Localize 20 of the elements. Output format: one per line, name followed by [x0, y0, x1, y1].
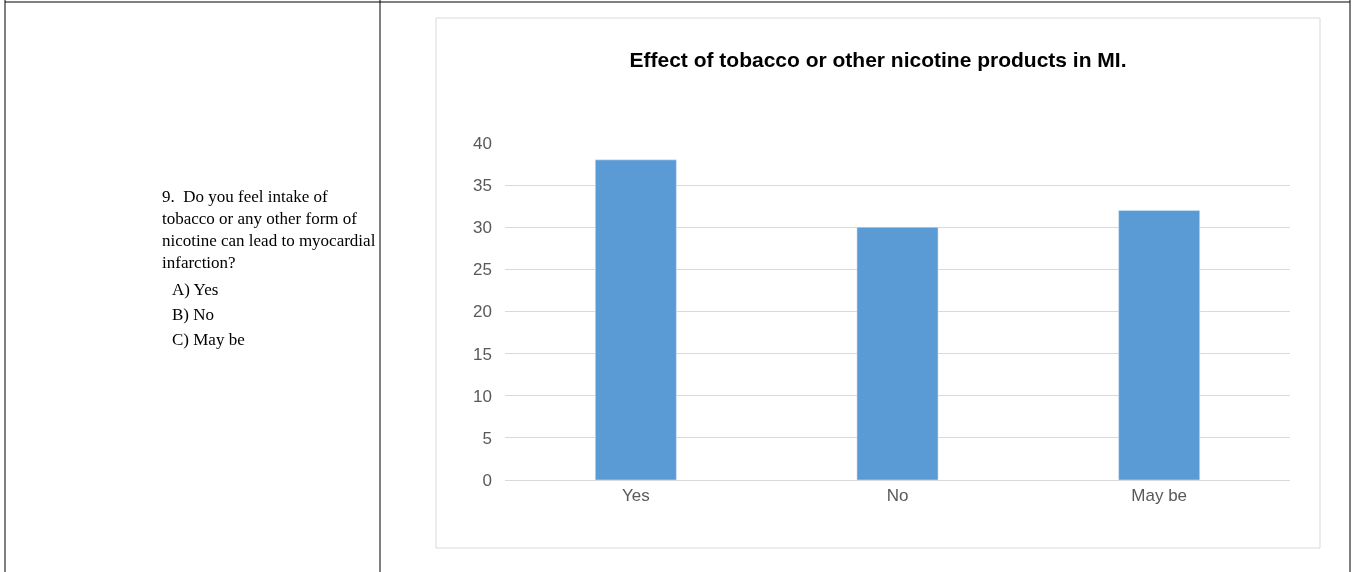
y-tick-label: 40 — [473, 133, 492, 153]
x-tick-label: May be — [1131, 486, 1188, 506]
y-tick-label: 35 — [473, 176, 492, 196]
y-tick-label: 25 — [473, 260, 492, 280]
chart-title: Effect of tobacco or other nicotine products in MI. — [629, 48, 1127, 72]
x-tick-label: No — [886, 486, 909, 506]
text: B) No — [172, 305, 215, 324]
text: A) Yes — [172, 280, 219, 299]
y-tick-label: 20 — [473, 302, 492, 322]
bar — [856, 227, 939, 480]
y-tick-label: 5 — [482, 428, 492, 448]
y-tick-label: 30 — [473, 218, 492, 238]
text: C) May be — [172, 330, 245, 349]
x-tick-label: Yes — [621, 486, 650, 506]
y-tick-label: 0 — [482, 470, 492, 490]
y-tick-label: 15 — [473, 344, 492, 364]
bar — [595, 159, 677, 480]
bar — [1118, 210, 1200, 480]
text: 9. Do you feel intake of tobacco or any other form of nicotine can lead to myocardial infarction? — [162, 187, 376, 273]
y-tick-label: 10 — [473, 386, 492, 406]
